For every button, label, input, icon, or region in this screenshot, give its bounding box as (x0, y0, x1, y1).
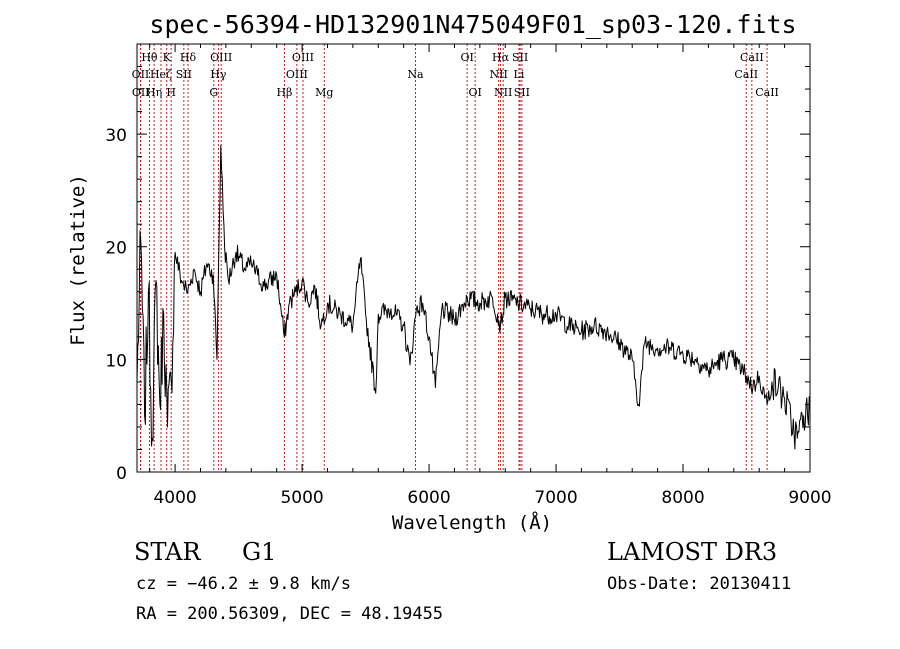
x-tick-label: 7000 (534, 488, 577, 508)
line-label: H (166, 86, 176, 99)
line-label: NII (494, 86, 512, 99)
y-axis: 0 10 20 30 (105, 66, 810, 484)
line-label: OI (468, 86, 481, 99)
line-label: CaII (755, 86, 779, 99)
ra-dec: RA = 200.56309, DEC = 48.19455 (136, 604, 444, 624)
line-label: G (209, 86, 218, 99)
line-label: OIII (286, 68, 308, 81)
line-label: Li (514, 68, 525, 81)
obs-date: Obs-Date: 20130411 (607, 574, 792, 594)
y-tick-label: 30 (105, 126, 127, 146)
x-tick-label: 8000 (661, 488, 704, 508)
line-label: Hα (492, 51, 510, 64)
x-axis: 4000 5000 6000 7000 8000 9000 (149, 44, 832, 508)
spectrum-series (136, 144, 811, 450)
y-axis-label: Flux (relative) (67, 174, 89, 346)
line-label: Heζ (150, 68, 172, 81)
line-label: Hγ (210, 68, 227, 81)
y-tick-label: 10 (105, 351, 127, 371)
y-tick-label: 20 (105, 239, 127, 259)
line-label: OII (132, 68, 150, 81)
line-label: NII (489, 68, 507, 81)
emission-line-markers (139, 44, 768, 472)
line-label: Na (407, 68, 424, 81)
line-label: Hβ (276, 86, 292, 99)
line-label: OII (132, 86, 150, 99)
plot-frame (136, 43, 811, 473)
x-tick-label: 9000 (788, 488, 831, 508)
line-label: OI (460, 51, 473, 64)
line-label: Mg (315, 86, 333, 99)
survey-name: LAMOST DR3 (607, 538, 778, 566)
line-label: CaII (740, 51, 764, 64)
y-tick-label: 0 (116, 464, 127, 484)
x-tick-label: 4000 (153, 488, 196, 508)
object-subclass: G1 (242, 538, 277, 566)
line-label: OIII (292, 51, 314, 64)
line-label: SII (514, 86, 530, 99)
line-label: K (163, 51, 172, 64)
x-tick-label: 5000 (280, 488, 323, 508)
line-label: SII (176, 68, 192, 81)
line-label: Hθ (141, 51, 158, 64)
x-tick-label: 6000 (407, 488, 450, 508)
x-axis-label: Wavelength (Å) (392, 511, 552, 534)
chart-title: spec-56394-HD132901N475049F01_sp03-120.f… (149, 10, 796, 39)
spectrum-line (136, 144, 811, 450)
line-label: Hδ (180, 51, 197, 64)
line-label: CaII (734, 68, 758, 81)
line-label: Hη (146, 86, 162, 99)
redshift-cz: cz = −46.2 ± 9.8 km/s (136, 574, 351, 594)
line-label: OIII (210, 51, 232, 64)
object-class: STAR (134, 538, 201, 566)
line-label: SII (512, 51, 528, 64)
